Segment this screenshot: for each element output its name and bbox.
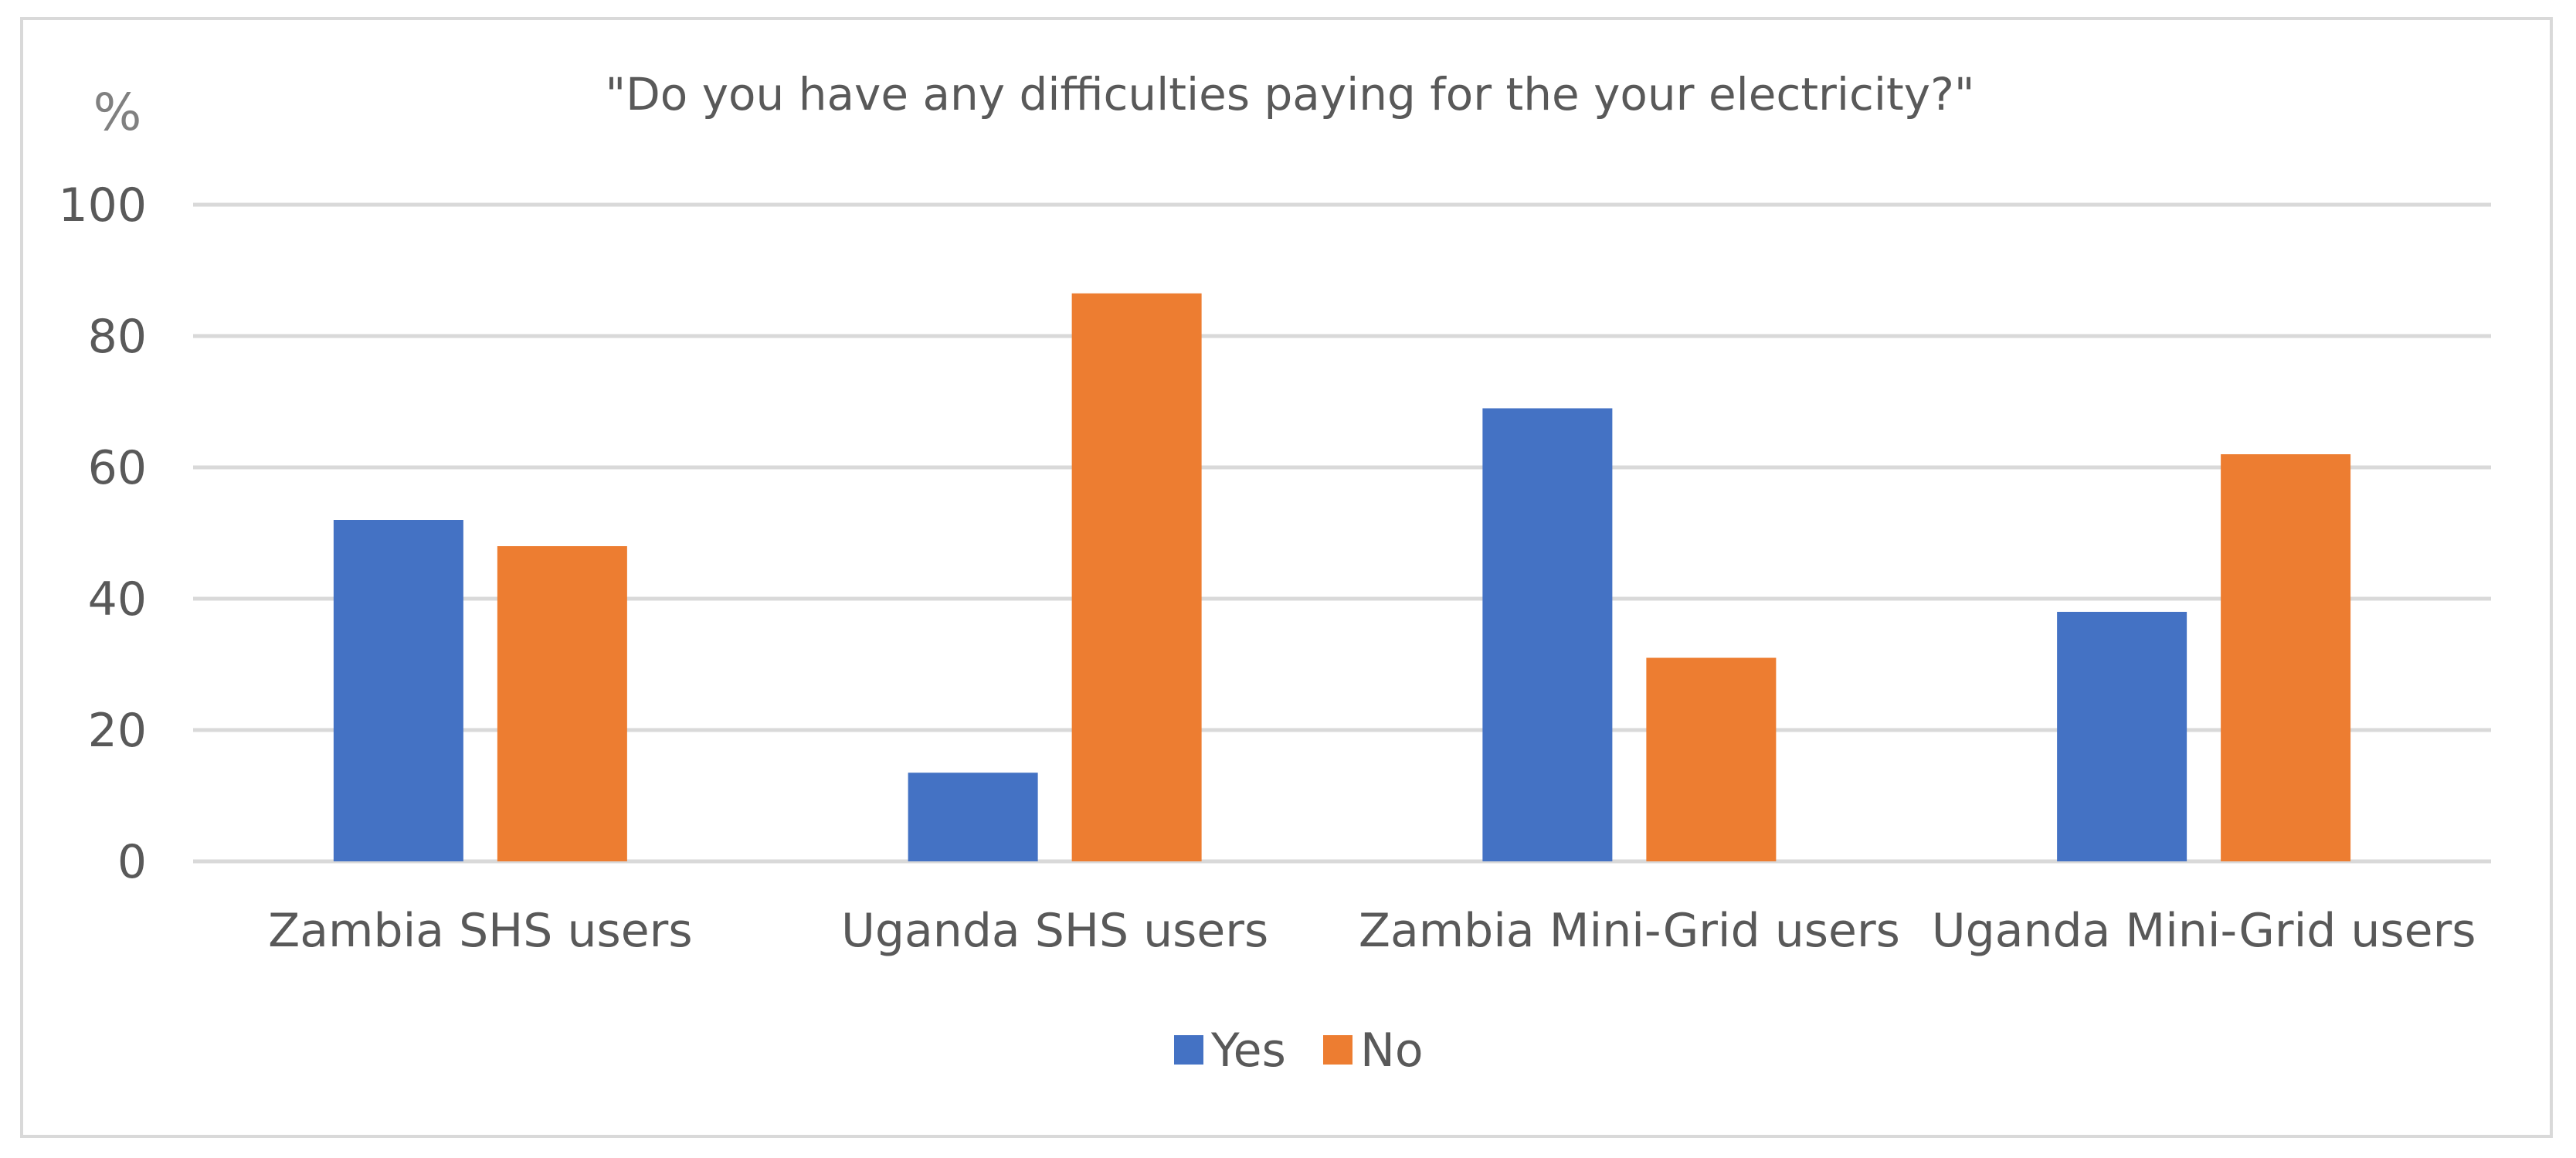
- legend-label-no: No: [1360, 1024, 1424, 1078]
- y-tick-label: 80: [88, 310, 147, 364]
- y-axis-ticks: 0 20 40 60 80 100: [58, 178, 147, 889]
- bar-yes-0: [333, 520, 463, 861]
- chart-title: "Do you have any difficulties paying for…: [605, 68, 1974, 121]
- y-tick-label: 0: [117, 835, 147, 889]
- y-tick-label: 60: [88, 441, 147, 495]
- bar-no-3: [2221, 454, 2351, 861]
- bar-no-2: [1646, 657, 1777, 861]
- x-axis-categories: Zambia SHS users Uganda SHS users Zambia M…: [268, 904, 2476, 958]
- bar-yes-3: [2057, 612, 2187, 861]
- bar-no-1: [1071, 293, 1202, 861]
- y-axis-label: %: [93, 83, 142, 142]
- x-category-label: Zambia Mini-Grid users: [1359, 904, 1900, 958]
- legend-swatch-no: [1323, 1035, 1352, 1065]
- bar-yes-1: [908, 773, 1038, 861]
- x-category-label: Zambia SHS users: [268, 904, 692, 958]
- bar-no-0: [497, 546, 627, 861]
- legend-label-yes: Yes: [1210, 1024, 1286, 1078]
- y-tick-label: 20: [88, 704, 147, 758]
- bars: [333, 293, 2351, 861]
- y-tick-label: 40: [88, 572, 147, 627]
- x-category-label: Uganda Mini-Grid users: [1932, 904, 2476, 958]
- x-category-label: Uganda SHS users: [841, 904, 1268, 958]
- legend-swatch-yes: [1174, 1035, 1203, 1065]
- legend: Yes No: [1174, 1024, 1424, 1078]
- bar-yes-2: [1482, 408, 1613, 861]
- y-tick-label: 100: [58, 178, 147, 233]
